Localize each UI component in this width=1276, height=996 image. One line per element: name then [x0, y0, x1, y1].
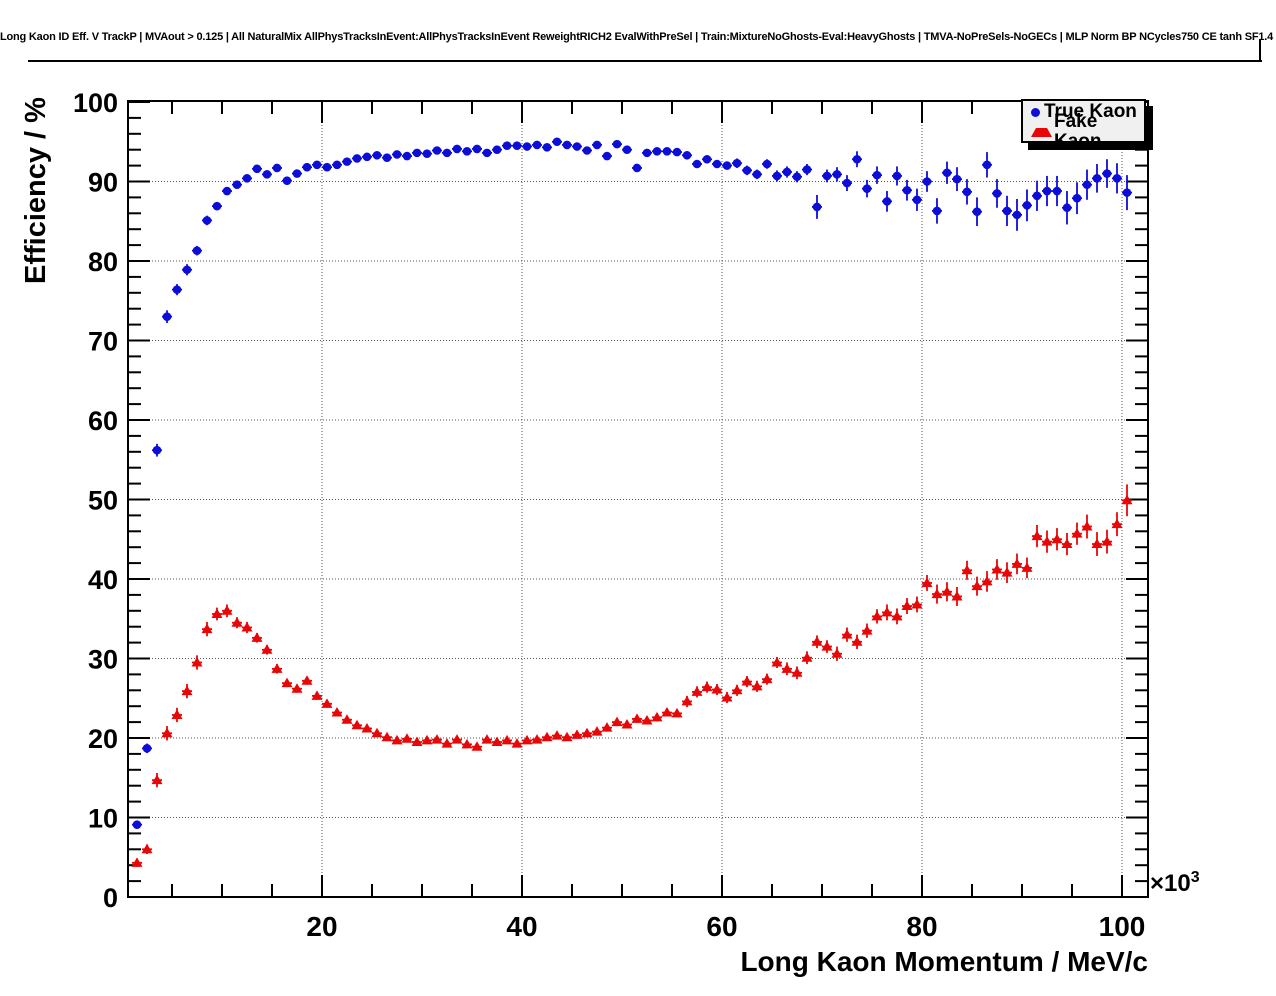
svg-text:20: 20	[88, 724, 118, 754]
series-true-kaon	[132, 137, 1132, 829]
fake-kaon-marker-icon	[1031, 127, 1052, 137]
legend-label-true-kaon: True Kaon	[1044, 101, 1137, 122]
exponent-base: ×10	[1150, 870, 1191, 897]
canvas-top-border	[28, 60, 1262, 62]
svg-text:90: 90	[88, 168, 118, 198]
plot-title: Long Kaon ID Eff. V TrackP | MVAout > 0.…	[0, 31, 1276, 43]
legend: True Kaon Fake Kaon	[1021, 99, 1146, 152]
legend-label-fake-kaon: Fake Kaon	[1054, 111, 1102, 152]
x-axis-exponent: ×103	[1150, 869, 1200, 898]
exponent-power: 3	[1190, 869, 1200, 886]
svg-text:60: 60	[88, 406, 118, 436]
svg-text:50: 50	[88, 486, 118, 516]
gridlines	[128, 101, 1148, 897]
y-axis-title: Efficiency / %	[20, 97, 52, 284]
legend-entry-fake-kaon: Fake Kaon	[1031, 112, 1144, 152]
x-tick-labels: 20 40 60 80 100	[306, 911, 1145, 942]
series-fake-kaon	[131, 484, 1133, 867]
y-tick-labels: 0 10 20 30 40 50 60 70 80 90 100	[73, 88, 118, 913]
svg-text:40: 40	[506, 911, 537, 942]
svg-text:40: 40	[88, 565, 118, 595]
canvas-corner-border	[1259, 40, 1261, 62]
svg-text:30: 30	[88, 645, 118, 675]
svg-text:20: 20	[306, 911, 337, 942]
svg-text:80: 80	[906, 911, 937, 942]
svg-text:80: 80	[88, 247, 118, 277]
svg-text:100: 100	[1099, 911, 1146, 942]
legend-entry-true-kaon: True Kaon	[1031, 102, 1144, 122]
svg-text:60: 60	[706, 911, 737, 942]
svg-text:70: 70	[88, 327, 118, 357]
svg-text:0: 0	[103, 883, 118, 913]
svg-text:10: 10	[88, 804, 118, 834]
svg-text:100: 100	[73, 88, 118, 118]
true-kaon-marker-icon	[1031, 107, 1040, 117]
x-axis-title: Long Kaon Momentum / MeV/c	[740, 946, 1148, 977]
